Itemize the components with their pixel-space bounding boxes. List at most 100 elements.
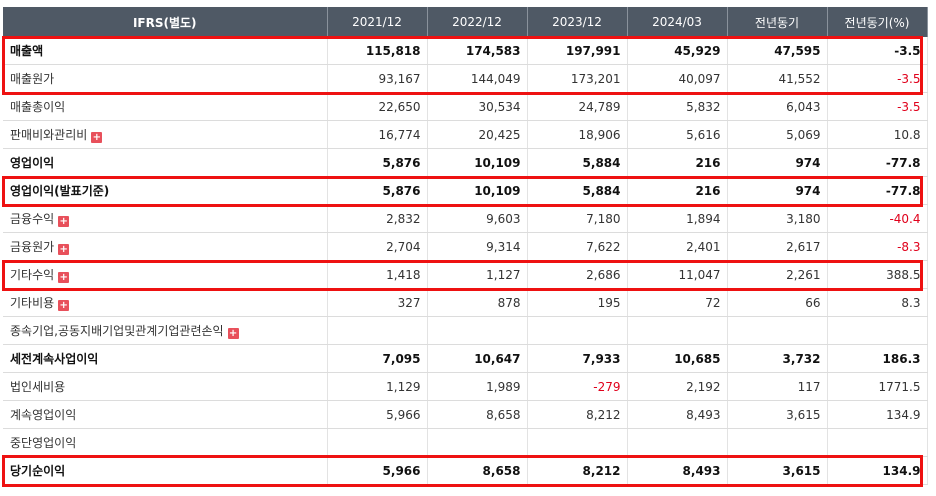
- financial-table: IFRS(별도) 2021/12 2022/12 2023/12 2024/03…: [3, 7, 928, 485]
- cell-prev-year-pct: -3.5: [827, 37, 928, 65]
- header-cell-ifrs: IFRS(별도): [3, 7, 328, 37]
- row-label-cell: 매출원가: [3, 64, 328, 93]
- header-cell-prev-year-pct: 전년동기(%): [827, 7, 928, 37]
- cell-2021-12: 16,774: [327, 120, 428, 149]
- table-row: 기타비용 +327 878 195 72 66 8.3: [3, 288, 928, 317]
- row-label: 영업이익: [10, 156, 55, 170]
- expand-plus-icon[interactable]: +: [58, 216, 70, 227]
- cell-prev-year-pct: 1771.5: [827, 372, 928, 401]
- header-cell-2024-03: 2024/03: [627, 7, 728, 37]
- cell-2024-03: 40,097: [627, 64, 728, 93]
- cell-2021-12: 5,876: [327, 176, 428, 205]
- table-row: 판매비와관리비 +16,774 20,425 18,906 5,616 5,069 10.8: [3, 120, 928, 149]
- row-label-cell: 금융원가 +: [3, 232, 328, 261]
- row-label: 금융원가: [10, 240, 55, 254]
- cell-2024-03: 2,401: [627, 232, 728, 261]
- table-row: 법인세비용 1,129 1,989 -279 2,192 117 1771.5: [3, 372, 928, 401]
- expand-plus-icon[interactable]: +: [227, 328, 239, 339]
- cell-2022-12: 1,989: [427, 372, 528, 401]
- cell-prev-year-pct: 388.5: [827, 260, 928, 289]
- cell-prev-year: 6,043: [727, 92, 828, 121]
- cell-2022-12: 10,109: [427, 176, 528, 205]
- cell-2023-12: 2,686: [527, 260, 628, 289]
- row-label: 종속기업,공동지배기업및관계기업관련손익: [10, 324, 224, 338]
- cell-2022-12: 174,583: [427, 37, 528, 65]
- cell-prev-year-pct: -8.3: [827, 232, 928, 261]
- cell-prev-year-pct: -77.8: [827, 148, 928, 177]
- cell-2021-12: 1,129: [327, 372, 428, 401]
- table-row: 당기순이익 5,966 8,658 8,212 8,493 3,615 134.9: [3, 456, 928, 485]
- table-row: 매출액 115,818 174,583 197,991 45,929 47,595 -3.5: [3, 37, 928, 65]
- expand-plus-icon[interactable]: +: [58, 244, 70, 255]
- cell-prev-year: 974: [727, 148, 828, 177]
- cell-2023-12: -279: [527, 372, 628, 401]
- cell-2023-12: [527, 316, 628, 345]
- cell-prev-year: [727, 316, 828, 345]
- cell-2022-12: 8,658: [427, 400, 528, 429]
- cell-2024-03: 72: [627, 288, 728, 317]
- cell-2021-12: 5,966: [327, 456, 428, 485]
- expand-plus-icon[interactable]: +: [58, 300, 70, 311]
- cell-2024-03: 216: [627, 148, 728, 177]
- row-label-cell: 계속영업이익: [3, 400, 328, 429]
- cell-2023-12: 197,991: [527, 37, 628, 65]
- header-cell-2022-12: 2022/12: [427, 7, 528, 37]
- cell-prev-year-pct: -40.4: [827, 204, 928, 233]
- row-label: 법인세비용: [10, 380, 66, 394]
- expand-plus-icon[interactable]: +: [91, 132, 103, 143]
- cell-prev-year-pct: [827, 316, 928, 345]
- cell-prev-year: 117: [727, 372, 828, 401]
- cell-prev-year: 3,732: [727, 344, 828, 373]
- cell-2022-12: 10,109: [427, 148, 528, 177]
- row-label: 세전계속사업이익: [10, 352, 99, 366]
- row-label: 금융수익: [10, 212, 55, 226]
- cell-2023-12: 173,201: [527, 64, 628, 93]
- table-row: 중단영업이익: [3, 428, 928, 457]
- cell-prev-year-pct: 8.3: [827, 288, 928, 317]
- cell-2023-12: 24,789: [527, 92, 628, 121]
- cell-prev-year: 974: [727, 176, 828, 205]
- cell-2024-03: 5,616: [627, 120, 728, 149]
- row-label-cell: 기타비용 +: [3, 288, 328, 317]
- cell-2022-12: 30,534: [427, 92, 528, 121]
- cell-2024-03: 10,685: [627, 344, 728, 373]
- row-label: 당기순이익: [10, 464, 66, 478]
- cell-2021-12: 93,167: [327, 64, 428, 93]
- table-row: 세전계속사업이익 7,095 10,647 7,933 10,685 3,732 186.3: [3, 344, 928, 373]
- cell-2022-12: 878: [427, 288, 528, 317]
- table-row: 영업이익(발표기준) 5,876 10,109 5,884 216 974 -77.8: [3, 176, 928, 205]
- row-label-cell: 영업이익: [3, 148, 328, 177]
- cell-2022-12: [427, 316, 528, 345]
- cell-2024-03: 11,047: [627, 260, 728, 289]
- row-label: 매출액: [10, 44, 44, 58]
- cell-2021-12: 115,818: [327, 37, 428, 65]
- row-label-cell: 영업이익(발표기준): [3, 176, 328, 205]
- row-label-cell: 중단영업이익: [3, 428, 328, 457]
- cell-2021-12: 327: [327, 288, 428, 317]
- row-label-cell: 종속기업,공동지배기업및관계기업관련손익 +: [3, 316, 328, 345]
- table-row: 매출원가 93,167 144,049 173,201 40,097 41,552 -3.5: [3, 64, 928, 93]
- row-label: 중단영업이익: [10, 436, 77, 450]
- cell-2021-12: 2,832: [327, 204, 428, 233]
- cell-2021-12: 2,704: [327, 232, 428, 261]
- cell-2024-03: 5,832: [627, 92, 728, 121]
- row-label: 판매비와관리비: [10, 128, 88, 142]
- table-row: 기타수익 +1,418 1,127 2,686 11,047 2,261 388.5: [3, 260, 928, 289]
- table-row: 계속영업이익 5,966 8,658 8,212 8,493 3,615 134.9: [3, 400, 928, 429]
- cell-2021-12: 5,966: [327, 400, 428, 429]
- cell-2024-03: [627, 316, 728, 345]
- cell-prev-year-pct: -3.5: [827, 64, 928, 93]
- expand-plus-icon[interactable]: +: [58, 272, 70, 283]
- cell-2023-12: 8,212: [527, 400, 628, 429]
- row-label: 기타비용: [10, 296, 55, 310]
- cell-prev-year: [727, 428, 828, 457]
- cell-2023-12: 7,180: [527, 204, 628, 233]
- cell-2021-12: 5,876: [327, 148, 428, 177]
- cell-prev-year-pct: 10.8: [827, 120, 928, 149]
- cell-2024-03: 216: [627, 176, 728, 205]
- row-label-cell: 기타수익 +: [3, 260, 328, 289]
- cell-2023-12: 5,884: [527, 176, 628, 205]
- cell-2021-12: [327, 316, 428, 345]
- cell-2024-03: 1,894: [627, 204, 728, 233]
- row-label-cell: 매출총이익: [3, 92, 328, 121]
